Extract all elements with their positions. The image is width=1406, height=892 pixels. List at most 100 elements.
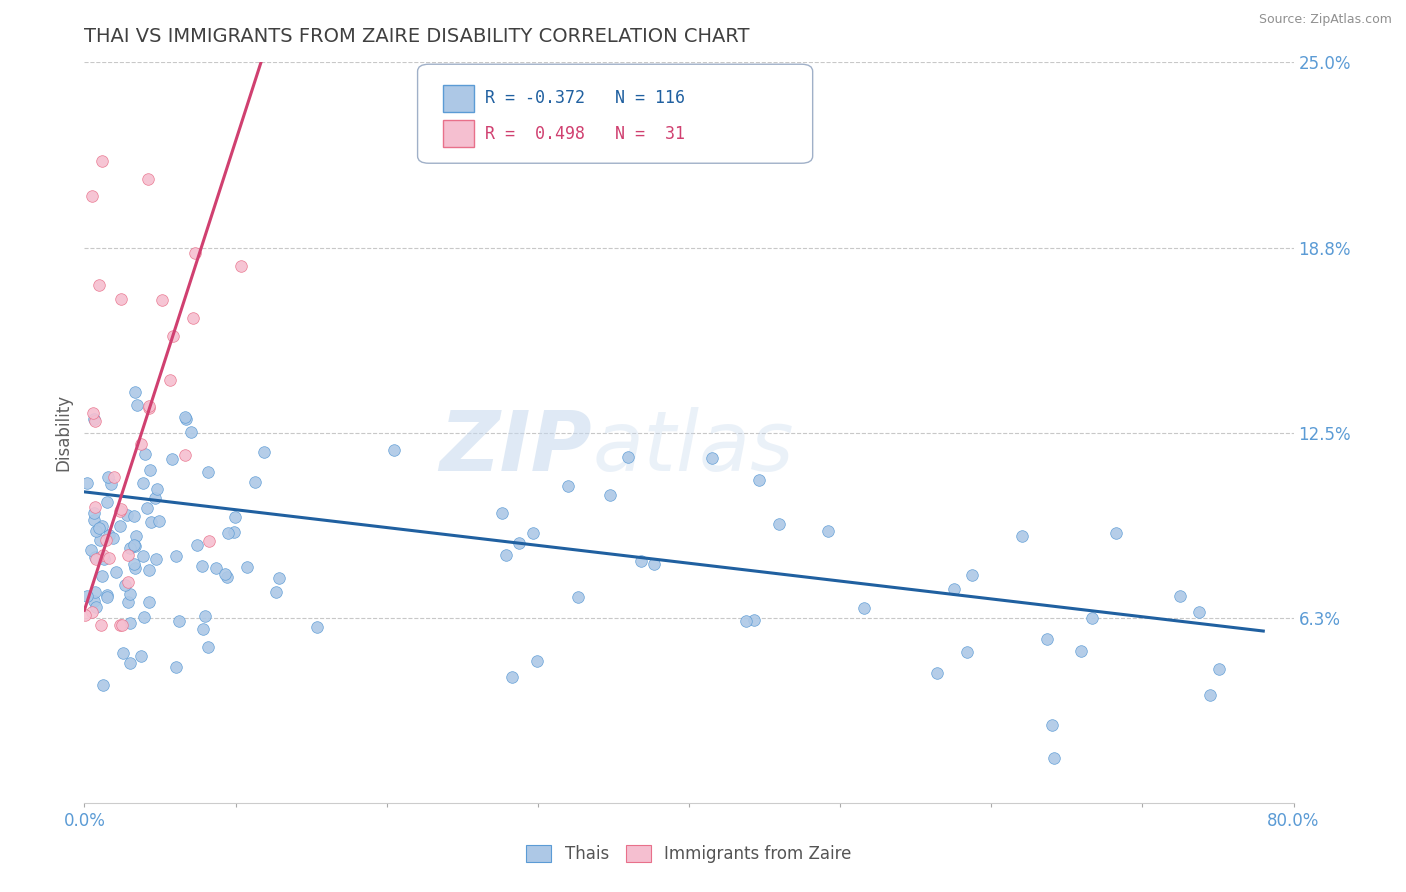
Point bbox=[141, 515, 163, 529]
Point bbox=[129, 436, 152, 450]
Point bbox=[76, 589, 98, 603]
Point bbox=[117, 595, 139, 609]
Point bbox=[264, 585, 287, 599]
Point bbox=[122, 538, 145, 552]
Point bbox=[180, 425, 202, 440]
Point bbox=[84, 414, 107, 428]
Point bbox=[174, 410, 197, 425]
Point bbox=[132, 610, 155, 624]
Point bbox=[853, 601, 876, 615]
Point bbox=[748, 473, 770, 487]
Point bbox=[96, 495, 118, 509]
Point bbox=[197, 534, 219, 549]
Point bbox=[97, 528, 120, 542]
Point bbox=[768, 516, 790, 531]
Point bbox=[122, 509, 145, 524]
Point bbox=[83, 500, 105, 514]
Point bbox=[1070, 643, 1092, 657]
Point bbox=[269, 571, 291, 585]
Text: atlas: atlas bbox=[592, 407, 794, 488]
Point bbox=[630, 554, 652, 568]
Point bbox=[104, 565, 127, 579]
Point bbox=[145, 551, 167, 566]
Point bbox=[76, 475, 98, 490]
Point bbox=[1168, 589, 1191, 603]
Point bbox=[114, 578, 136, 592]
Point bbox=[84, 524, 107, 538]
Point bbox=[1040, 718, 1063, 732]
Point bbox=[1188, 605, 1211, 619]
Point bbox=[193, 622, 215, 636]
Point bbox=[100, 476, 122, 491]
Point bbox=[120, 656, 142, 670]
Point bbox=[103, 470, 125, 484]
Point bbox=[1081, 611, 1104, 625]
Point bbox=[93, 552, 115, 566]
Point bbox=[80, 542, 103, 557]
Point bbox=[84, 551, 107, 566]
Text: THAI VS IMMIGRANTS FROM ZAIRE DISABILITY CORRELATION CHART: THAI VS IMMIGRANTS FROM ZAIRE DISABILITY… bbox=[84, 27, 749, 45]
Point bbox=[83, 594, 105, 608]
Point bbox=[148, 514, 170, 528]
Text: Source: ZipAtlas.com: Source: ZipAtlas.com bbox=[1258, 13, 1392, 27]
Point bbox=[224, 509, 246, 524]
Point bbox=[491, 506, 513, 520]
Point bbox=[522, 525, 544, 540]
Point bbox=[1199, 688, 1222, 702]
Point bbox=[112, 646, 135, 660]
Point bbox=[138, 399, 160, 413]
Point bbox=[122, 557, 145, 571]
Point bbox=[83, 411, 105, 425]
Point bbox=[1042, 751, 1064, 765]
Point bbox=[742, 613, 765, 627]
Point bbox=[382, 442, 405, 457]
Point bbox=[111, 618, 134, 632]
Point bbox=[93, 678, 115, 692]
Point bbox=[132, 475, 155, 490]
Point bbox=[734, 614, 756, 628]
Text: R =  0.498   N =  31: R = 0.498 N = 31 bbox=[485, 125, 685, 143]
Point bbox=[197, 465, 219, 479]
Point bbox=[120, 586, 142, 600]
Point bbox=[101, 531, 124, 545]
Point bbox=[159, 374, 181, 388]
Point bbox=[82, 406, 104, 420]
Point bbox=[96, 588, 118, 602]
Point bbox=[236, 560, 259, 574]
Point bbox=[162, 328, 184, 343]
Point bbox=[84, 599, 107, 614]
Point bbox=[817, 524, 839, 539]
Point bbox=[1105, 525, 1128, 540]
Point bbox=[942, 582, 965, 597]
Point bbox=[110, 292, 132, 306]
Point bbox=[135, 501, 157, 516]
Point bbox=[124, 561, 146, 575]
Point bbox=[82, 605, 104, 619]
Point bbox=[253, 444, 276, 458]
Point bbox=[138, 401, 160, 415]
Point bbox=[134, 447, 156, 461]
Point bbox=[97, 469, 120, 483]
Point bbox=[243, 475, 266, 489]
Point bbox=[495, 548, 517, 562]
Point bbox=[1208, 662, 1230, 676]
Point bbox=[143, 491, 166, 505]
Point bbox=[224, 524, 246, 539]
Point bbox=[117, 548, 139, 562]
Point bbox=[110, 501, 132, 516]
Point bbox=[91, 154, 114, 169]
Point bbox=[508, 536, 530, 550]
Point bbox=[702, 450, 724, 465]
Point bbox=[1011, 529, 1033, 543]
Text: ZIP: ZIP bbox=[440, 407, 592, 488]
Point bbox=[305, 620, 328, 634]
Point bbox=[501, 670, 523, 684]
Point bbox=[97, 550, 120, 565]
Point bbox=[186, 538, 208, 552]
Legend: Thais, Immigrants from Zaire: Thais, Immigrants from Zaire bbox=[520, 838, 858, 870]
Point bbox=[643, 558, 665, 572]
Point bbox=[526, 654, 548, 668]
Point bbox=[117, 575, 139, 590]
Point bbox=[174, 448, 197, 462]
Point bbox=[80, 188, 103, 202]
